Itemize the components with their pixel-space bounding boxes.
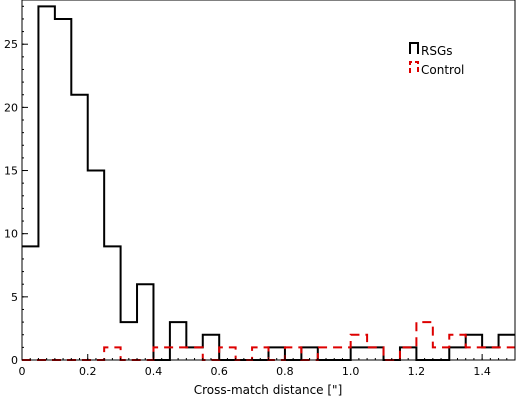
legend-label-rsgs: RSGs <box>421 44 453 58</box>
x-axis-title: Cross-match distance ["] <box>194 383 343 397</box>
x-tick-label: 0.2 <box>79 365 97 378</box>
x-tick-label: 1.0 <box>342 365 360 378</box>
legend-label-control: Control <box>421 63 464 77</box>
y-tick-label: 20 <box>4 101 18 114</box>
x-tick-label: 0 <box>19 365 26 378</box>
x-tick-label: 1.2 <box>408 365 426 378</box>
y-tick-label: 10 <box>4 228 18 241</box>
y-tick-label: 25 <box>4 38 18 51</box>
x-tick-label: 0.6 <box>210 365 228 378</box>
y-tick-label: 0 <box>11 354 18 367</box>
legend: RSGs Control <box>409 42 464 77</box>
x-tick-label: 1.4 <box>473 365 491 378</box>
ticks-layer: 0 0.2 0.4 0.6 0.8 1.0 1.2 1.4 0 5 10 15 20 25 <box>4 5 516 378</box>
y-tick-label: 5 <box>11 291 18 304</box>
x-tick-label: 0.8 <box>276 365 294 378</box>
y-tick-label: 15 <box>4 165 18 178</box>
legend-swatch-rsgs <box>409 42 419 54</box>
x-tick-label: 0.4 <box>145 365 163 378</box>
legend-swatch-control <box>409 61 419 73</box>
